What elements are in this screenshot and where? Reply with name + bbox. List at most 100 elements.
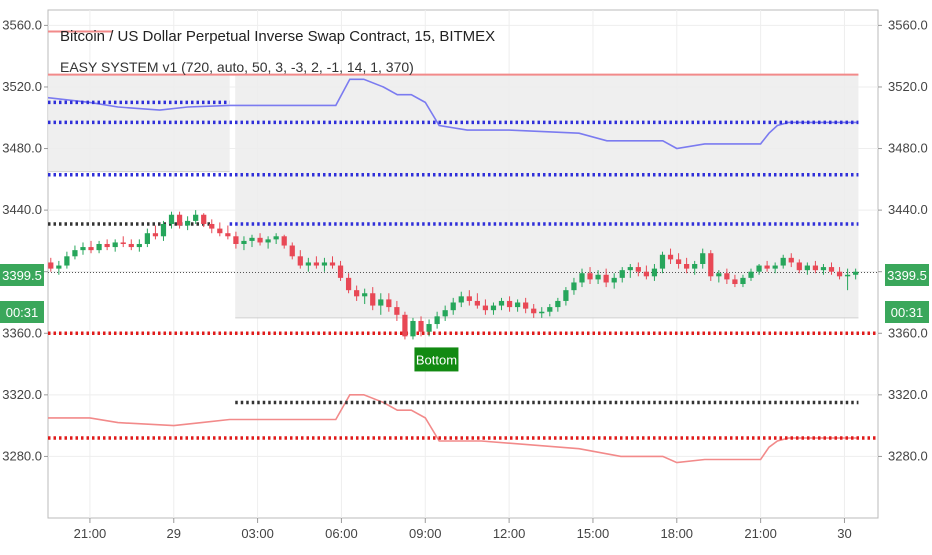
- candle-body: [72, 250, 78, 257]
- shaded-region: [48, 74, 230, 172]
- candle: [498, 297, 505, 311]
- candle-body: [168, 214, 175, 224]
- candle-body: [635, 267, 641, 272]
- x-tick-label: 30: [837, 526, 851, 541]
- candle: [193, 210, 199, 224]
- candle: [659, 251, 666, 274]
- candle-body: [362, 293, 368, 297]
- candle: [828, 262, 835, 275]
- candle: [426, 319, 432, 337]
- candle-body: [378, 299, 384, 306]
- candle: [56, 260, 62, 275]
- candle-body: [587, 273, 593, 280]
- candle: [257, 233, 263, 246]
- candle: [241, 236, 247, 251]
- candle-body: [740, 277, 746, 285]
- candle-body: [329, 262, 336, 266]
- candle-body: [643, 271, 649, 277]
- candle: [48, 257, 54, 272]
- candle: [667, 248, 674, 264]
- candle: [225, 225, 231, 240]
- candle: [273, 233, 279, 244]
- candle: [297, 250, 303, 269]
- candle: [788, 253, 794, 268]
- candle-body: [482, 305, 489, 311]
- candle: [88, 240, 94, 254]
- candle: [233, 231, 239, 249]
- candle: [547, 304, 553, 317]
- candle-body: [764, 265, 770, 269]
- candle-body: [563, 290, 569, 301]
- candle: [523, 297, 529, 314]
- candle: [152, 225, 159, 240]
- candle-body: [426, 324, 432, 332]
- candle: [643, 265, 649, 280]
- y-tick-label-left: 3480.0: [2, 141, 42, 156]
- candle: [587, 267, 593, 285]
- candle: [321, 257, 328, 272]
- candle: [185, 216, 191, 231]
- candle: [418, 316, 424, 337]
- left-time-badge-box: [0, 301, 44, 323]
- candle: [354, 285, 360, 301]
- y-tick-label-left: 3520.0: [2, 79, 42, 94]
- candle-body: [716, 273, 722, 277]
- candle-body: [651, 268, 658, 277]
- candle-body: [370, 293, 376, 306]
- candle-body: [700, 253, 706, 264]
- candle-body: [418, 320, 424, 332]
- candle: [514, 299, 521, 312]
- candle-body: [160, 223, 167, 237]
- candle-body: [297, 256, 303, 266]
- candle-body: [571, 282, 577, 291]
- candle: [313, 256, 320, 269]
- candle-body: [555, 300, 561, 308]
- candle-body: [176, 214, 183, 226]
- candle: [724, 268, 730, 285]
- candle: [619, 267, 625, 283]
- candle: [474, 293, 480, 309]
- candle: [160, 220, 167, 241]
- candle-body: [675, 259, 682, 264]
- candle: [539, 307, 545, 318]
- candle-body: [136, 243, 142, 248]
- candle-body: [506, 300, 513, 308]
- candle: [96, 240, 102, 254]
- candle: [112, 239, 118, 252]
- candle-body: [450, 302, 456, 311]
- candle-body: [337, 265, 344, 278]
- candle-body: [531, 308, 537, 314]
- candle-body: [402, 314, 408, 337]
- left-price-badge-text: 3399.5: [2, 268, 42, 283]
- candle: [217, 222, 223, 237]
- candle: [378, 293, 384, 315]
- plot-frame: [47, 9, 879, 519]
- candle: [144, 228, 150, 248]
- chart-title: Bitcoin / US Dollar Perpetual Inverse Sw…: [60, 28, 495, 45]
- candle: [506, 296, 513, 312]
- blue-band-line: [47, 78, 859, 150]
- candle-body: [788, 257, 794, 263]
- candle-body: [514, 302, 521, 308]
- candle-body: [281, 236, 287, 246]
- right-price-badge: 3399.5 00:31: [885, 264, 929, 323]
- candle-body: [434, 316, 440, 325]
- candle-body: [152, 233, 159, 237]
- candle: [844, 268, 851, 291]
- candle-body: [249, 237, 255, 241]
- candle: [853, 268, 859, 280]
- left-price-badge-box: [0, 264, 44, 286]
- candle-body: [225, 233, 231, 237]
- candle-body: [724, 273, 730, 280]
- candle: [651, 264, 658, 281]
- candle-body: [659, 254, 666, 269]
- candle: [764, 260, 770, 272]
- bottom-marker-label: Bottom: [416, 352, 457, 367]
- candle: [176, 211, 183, 229]
- candle: [571, 277, 577, 295]
- candle: [708, 250, 714, 281]
- x-tick-label: 18:00: [661, 526, 694, 541]
- candle-body: [474, 300, 480, 306]
- candle: [289, 242, 295, 260]
